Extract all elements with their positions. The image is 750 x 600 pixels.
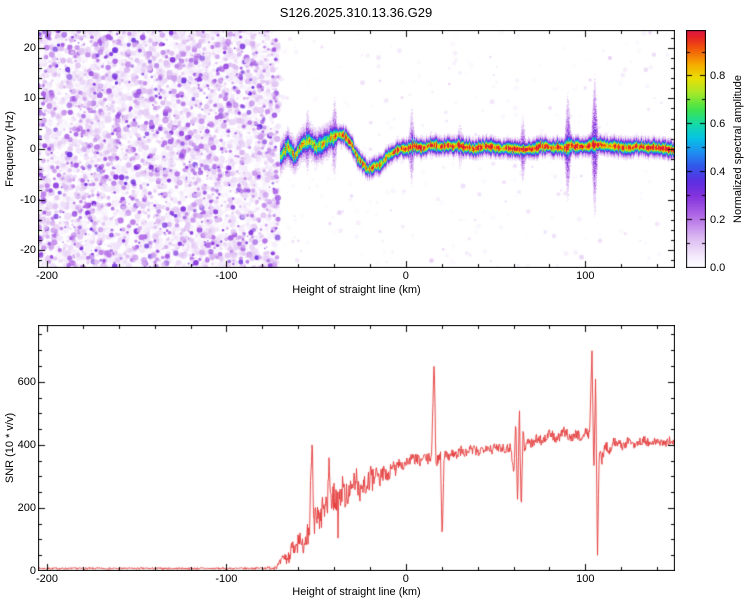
snr-y-tick-label: 200 (17, 501, 36, 514)
snr-x-axis-label: Height of straight line (km) (292, 586, 421, 598)
colorbar-tick-label: 0.4 (710, 165, 726, 178)
colorbar-canvas (686, 30, 706, 268)
spec-x-tick-label: 0 (402, 270, 409, 282)
snr-y-tick-label: 400 (17, 438, 36, 451)
snr-x-tick-label: -200 (35, 573, 58, 585)
spec-y-tick-label: -10 (20, 193, 36, 206)
snr-y-tick-label: 600 (17, 375, 36, 388)
spec-x-tick-label: -100 (215, 270, 238, 282)
spec-x-tick-label: 100 (576, 270, 595, 282)
spec-y-tick-label: 10 (23, 92, 36, 105)
snr-x-tick-label: -100 (215, 573, 238, 585)
snr-line-canvas (38, 325, 675, 571)
colorbar-tick-label: 0.8 (710, 69, 726, 82)
colorbar-tick-label: 0.2 (710, 213, 726, 226)
colorbar-axis-label: Normalized spectral amplitude (732, 75, 744, 223)
spec-y-tick-label: 20 (23, 41, 36, 54)
colorbar-tick-label: 0.6 (710, 117, 726, 130)
snr-y-tick-label: 0 (29, 565, 36, 577)
spec-x-axis-label: Height of straight line (km) (292, 284, 421, 296)
spec-y-tick-label: -20 (20, 244, 36, 257)
plot-title: S126.2025.310.13.36.G29 (279, 5, 433, 20)
snr-x-tick-label: 100 (576, 573, 595, 585)
colorbar-tick-label: 0.0 (710, 262, 726, 274)
spec-x-tick-label: -200 (35, 270, 58, 282)
spectrogram-canvas (38, 30, 675, 268)
spec-y-tick-label: 0 (29, 143, 36, 155)
snr-x-tick-label: 0 (402, 573, 409, 585)
